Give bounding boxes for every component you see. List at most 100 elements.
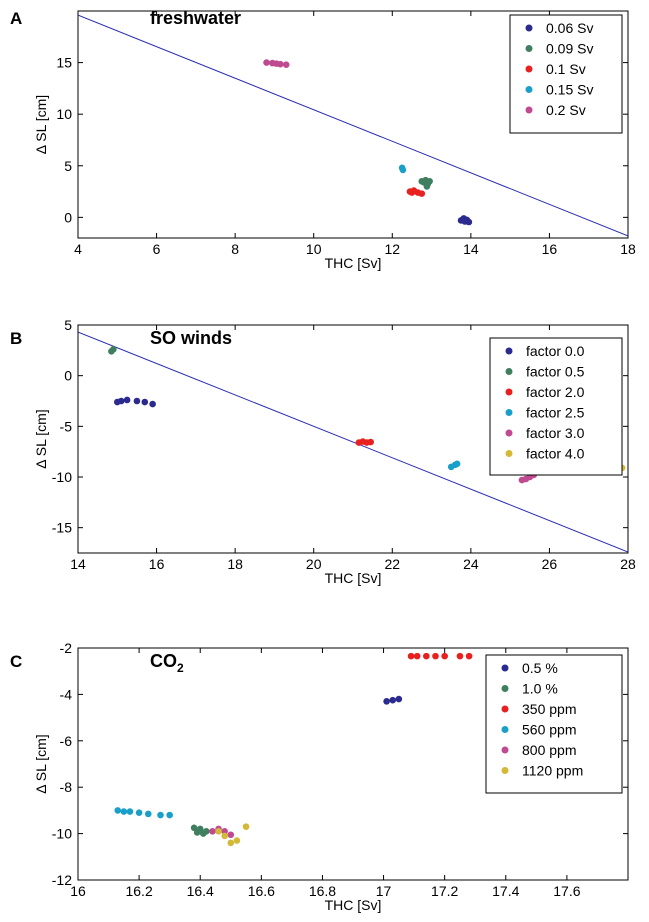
x-tick-label: 14 xyxy=(463,241,479,257)
y-tick-label: -8 xyxy=(60,779,73,795)
legend-label: factor 0.5 xyxy=(526,364,585,380)
data-point-1120-ppm xyxy=(227,839,235,847)
legend-label: 1.0 % xyxy=(522,681,558,697)
y-axis-label: Δ SL [cm] xyxy=(33,734,49,793)
data-point-0-5- xyxy=(383,698,390,705)
data-point-350-ppm xyxy=(456,652,464,660)
legend-marker xyxy=(505,409,513,416)
x-tick-label: 16.8 xyxy=(309,883,336,899)
x-tick-label: 17.6 xyxy=(553,883,580,899)
data-layer xyxy=(114,652,473,847)
y-tick-label: 15 xyxy=(56,55,72,71)
y-tick-label: -12 xyxy=(52,872,72,888)
legend-box xyxy=(489,337,623,476)
data-point-0-06-sv xyxy=(460,215,468,222)
legend-marker xyxy=(501,726,509,733)
data-point-0-2-sv xyxy=(282,61,290,68)
data-point-0-15-sv xyxy=(399,166,407,174)
legend-label: factor 4.0 xyxy=(526,446,585,462)
data-point-560-ppm xyxy=(120,808,128,815)
data-point-0-2-sv xyxy=(263,59,270,66)
legend: factor 0.0 factor 0.5 factor 2.0 factor 2.5… xyxy=(489,337,623,476)
panel-title: freshwater xyxy=(150,8,241,28)
y-tick-label: -5 xyxy=(60,418,73,434)
legend-label: 0.2 Sv xyxy=(546,102,586,118)
data-point-560-ppm xyxy=(166,811,173,819)
x-axis-label: THC [Sv] xyxy=(325,255,382,271)
data-point-560-ppm xyxy=(157,811,164,819)
x-tick-label: 4 xyxy=(74,241,82,257)
x-axis-label: THC [Sv] xyxy=(325,570,382,586)
legend-label: 0.5 % xyxy=(522,660,558,676)
x-tick-label: 16 xyxy=(70,883,86,899)
legend-label: 1120 ppm xyxy=(522,763,583,779)
legend-marker xyxy=(505,347,513,355)
legend-marker xyxy=(525,45,533,52)
x-tick-label: 16.4 xyxy=(187,883,214,899)
legend-marker xyxy=(501,685,509,692)
data-point-0-09-sv xyxy=(426,177,433,185)
legend-marker xyxy=(505,368,513,375)
x-tick-label: 17 xyxy=(376,883,392,899)
legend-label: 0.1 Sv xyxy=(546,61,586,77)
x-tick-label: 18 xyxy=(227,556,243,572)
data-point-800-ppm xyxy=(209,827,216,835)
legend-label: 350 ppm xyxy=(522,701,576,717)
x-tick-label: 24 xyxy=(463,556,479,572)
legend-marker xyxy=(501,664,509,672)
data-point-560-ppm xyxy=(126,808,134,815)
legend-label: 800 ppm xyxy=(522,742,576,758)
legend-label: 560 ppm xyxy=(522,722,576,738)
data-point-factor-0-0 xyxy=(141,398,149,406)
x-tick-label: 8 xyxy=(231,241,239,257)
data-point-1-0- xyxy=(190,824,198,832)
data-point-350-ppm xyxy=(413,652,421,660)
data-layer xyxy=(78,14,628,237)
data-point-0-2-sv xyxy=(277,60,284,68)
y-tick-label: 5 xyxy=(64,317,72,333)
legend-marker xyxy=(525,65,533,73)
data-point-560-ppm xyxy=(144,810,152,818)
legend-marker xyxy=(501,705,509,713)
x-tick-label: 10 xyxy=(306,241,322,257)
y-tick-label: 0 xyxy=(64,368,72,384)
plot-frame xyxy=(77,10,629,239)
legend-marker xyxy=(505,429,513,437)
y-tick-label: 0 xyxy=(64,209,72,225)
x-tick-label: 17.4 xyxy=(492,883,519,899)
legend-marker xyxy=(501,746,509,754)
data-point-350-ppm xyxy=(432,652,439,660)
y-tick-label: 10 xyxy=(56,106,72,122)
data-point-factor-0-0 xyxy=(117,397,125,405)
data-point-800-ppm xyxy=(227,831,235,839)
x-tick-label: 12 xyxy=(384,241,400,257)
legend-label: factor 2.5 xyxy=(526,405,585,421)
panel-b: 14 16 18 20 22 24 26 28 5 0 -5 -10 -15 THC [Sv] Δ SL [… xyxy=(10,317,636,586)
legend-marker xyxy=(505,450,513,457)
data-point-1120-ppm xyxy=(242,823,250,830)
x-tick-label: 6 xyxy=(153,241,161,257)
panel-a: 4 6 8 10 12 14 16 18 0 5 10 15 THC [Sv] Δ SL [cm] A fre… xyxy=(10,8,636,271)
data-point-factor-0-0 xyxy=(133,397,141,405)
legend: 0.06 Sv 0.09 Sv 0.1 Sv 0.15 Sv 0.2 Sv xyxy=(509,14,623,134)
legend-label: 0.06 Sv xyxy=(546,20,593,36)
legend-label: factor 2.0 xyxy=(526,384,585,400)
data-point-800-ppm xyxy=(221,827,228,835)
data-point-0-5- xyxy=(395,695,403,703)
legend-label: 0.09 Sv xyxy=(546,41,593,57)
legend-marker xyxy=(525,86,533,93)
data-point-560-ppm xyxy=(114,807,122,814)
y-axis-label: Δ SL [cm] xyxy=(33,95,49,154)
legend-box xyxy=(485,654,623,794)
data-point-factor-2-5 xyxy=(453,460,461,468)
data-point-0-1-sv xyxy=(418,190,426,197)
legend-marker xyxy=(505,388,513,396)
data-point-350-ppm xyxy=(441,652,448,660)
data-point-0-06-sv xyxy=(465,218,473,226)
data-point-factor-0-0 xyxy=(149,400,156,408)
data-point-factor-0-5 xyxy=(110,346,117,353)
y-tick-label: -10 xyxy=(52,826,72,842)
panel-letter: B xyxy=(10,329,22,348)
data-point-350-ppm xyxy=(423,652,430,660)
